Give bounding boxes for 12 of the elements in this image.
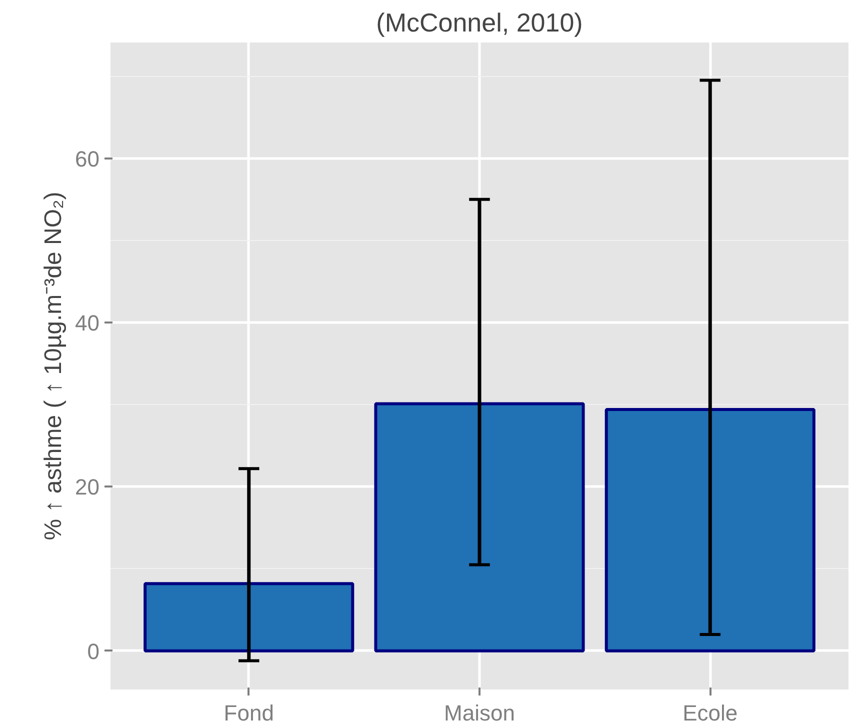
y-axis-title: % ↑ asthme ( ↑ 10µg.m⁻³de NO₂)	[40, 192, 68, 540]
chart-title: (McConnel, 2010)	[376, 8, 583, 38]
bar	[604, 408, 816, 652]
x-tick-label: Maison	[444, 700, 515, 726]
bar	[374, 402, 585, 652]
y-tick-label: 40	[75, 310, 100, 336]
x-tick-label: Fond	[224, 700, 274, 726]
bar	[144, 582, 354, 652]
y-tick-label: 60	[75, 146, 100, 172]
y-tick-label: 0	[87, 638, 100, 664]
x-tick-label: Ecole	[682, 700, 738, 726]
y-tick-label: 20	[75, 474, 100, 500]
